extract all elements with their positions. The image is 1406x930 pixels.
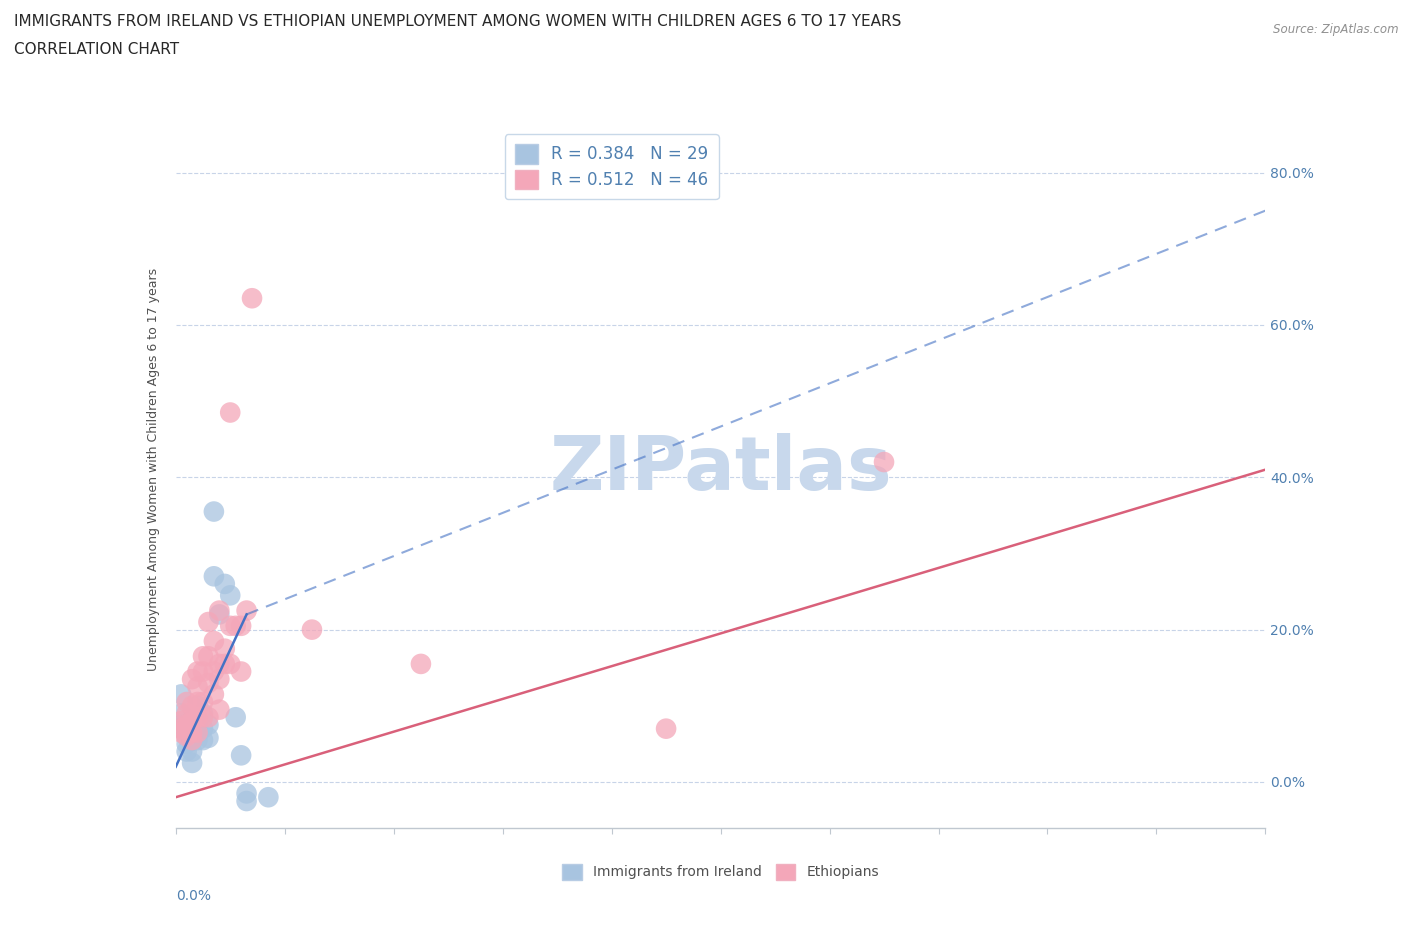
Text: ZIPatlas: ZIPatlas (550, 433, 891, 506)
Point (181, 713, 204, 728)
Point (219, 405, 242, 420)
Point (202, 687, 225, 702)
Point (186, 679, 209, 694)
Point (197, 710, 219, 724)
Point (208, 702, 231, 717)
Point (191, 706, 214, 721)
Point (208, 607, 231, 622)
Point (186, 725, 209, 740)
Point (176, 729, 198, 744)
Point (186, 733, 209, 748)
Point (197, 649, 219, 664)
Point (231, 748, 253, 763)
Point (191, 664, 214, 679)
Point (170, 722, 193, 737)
Point (202, 664, 225, 679)
Point (176, 737, 198, 751)
Legend: Immigrants from Ireland, Ethiopians: Immigrants from Ireland, Ethiopians (557, 858, 884, 885)
Point (225, 710, 247, 724)
Point (225, 618, 247, 633)
Point (181, 755, 204, 770)
Point (208, 657, 231, 671)
Point (235, 793, 257, 808)
Point (176, 729, 198, 744)
Point (231, 664, 253, 679)
Point (197, 615, 219, 630)
Point (301, 622, 323, 637)
Text: Source: ZipAtlas.com: Source: ZipAtlas.com (1274, 23, 1399, 36)
Point (176, 706, 198, 721)
Point (409, 657, 432, 671)
Point (186, 695, 209, 710)
Point (197, 717, 219, 732)
Point (181, 671, 204, 686)
Text: IMMIGRANTS FROM IRELAND VS ETHIOPIAN UNEMPLOYMENT AMONG WOMEN WITH CHILDREN AGES: IMMIGRANTS FROM IRELAND VS ETHIOPIAN UNE… (14, 14, 901, 29)
Text: CORRELATION CHART: CORRELATION CHART (14, 42, 179, 57)
Point (181, 713, 204, 728)
Point (214, 642, 236, 657)
Point (219, 618, 242, 633)
Point (873, 455, 896, 470)
Point (181, 733, 204, 748)
Point (186, 710, 209, 724)
Point (202, 504, 225, 519)
Point (235, 786, 257, 801)
Point (176, 695, 198, 710)
Point (170, 717, 193, 732)
Point (176, 717, 198, 732)
Point (208, 604, 231, 618)
Point (197, 730, 219, 745)
Point (170, 725, 193, 740)
Point (214, 657, 236, 671)
Point (202, 569, 225, 584)
Point (186, 698, 209, 713)
Point (231, 618, 253, 633)
Point (214, 577, 236, 591)
Point (191, 722, 214, 737)
Y-axis label: Unemployment Among Women with Children Ages 6 to 17 years: Unemployment Among Women with Children A… (146, 268, 160, 671)
Point (186, 664, 209, 679)
Point (191, 733, 214, 748)
Point (176, 744, 198, 759)
Point (170, 706, 193, 721)
Point (240, 291, 263, 306)
Point (186, 717, 209, 732)
Point (655, 722, 678, 737)
Point (235, 604, 257, 618)
Point (257, 790, 280, 804)
Point (208, 671, 231, 686)
Point (191, 695, 214, 710)
Point (181, 733, 204, 748)
Point (191, 649, 214, 664)
Point (202, 633, 225, 648)
Point (191, 710, 214, 724)
Point (170, 687, 193, 702)
Point (186, 725, 209, 740)
Point (219, 588, 242, 603)
Point (170, 713, 193, 728)
Point (181, 744, 204, 759)
Point (219, 657, 242, 671)
Point (197, 675, 219, 690)
Point (181, 725, 204, 740)
Point (181, 698, 204, 713)
Text: 0.0%: 0.0% (176, 888, 211, 903)
